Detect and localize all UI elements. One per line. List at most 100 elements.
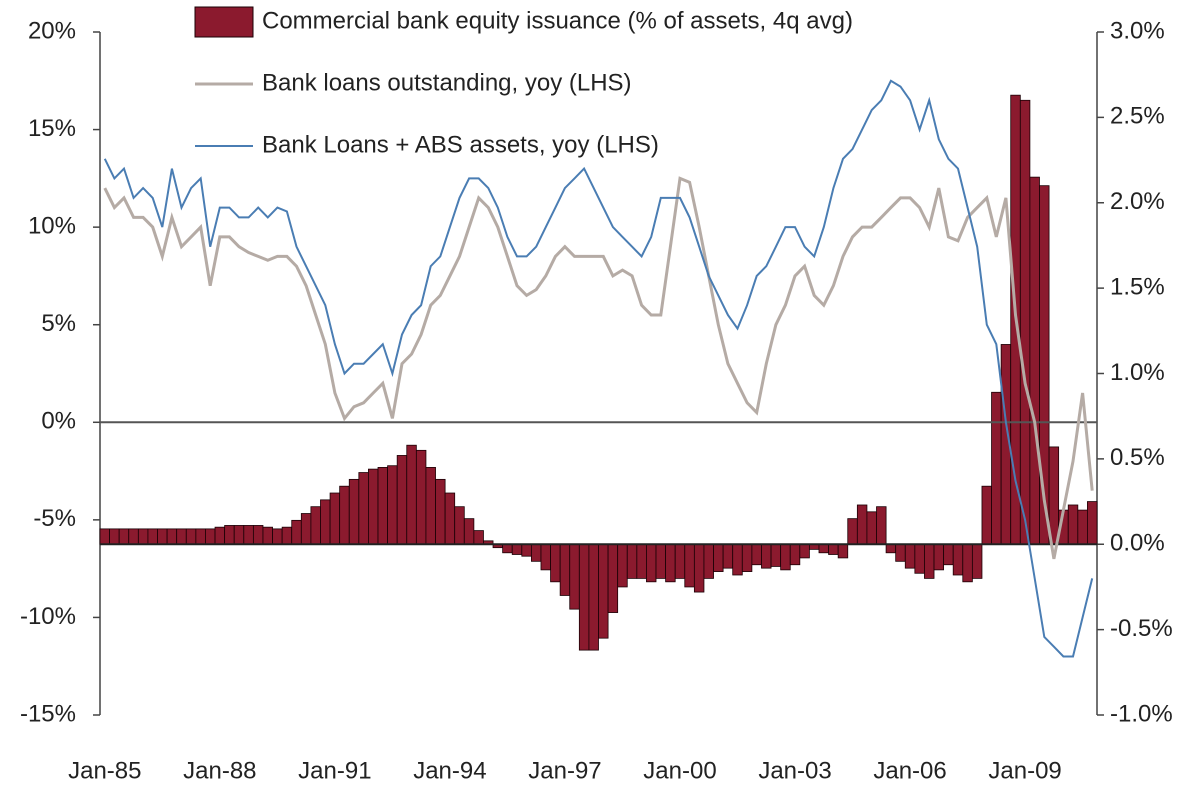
bar <box>1077 509 1088 545</box>
bar <box>463 518 475 545</box>
bar <box>530 543 542 562</box>
bar <box>550 543 561 583</box>
bar <box>444 492 456 545</box>
bar <box>607 543 619 613</box>
bar <box>310 506 321 545</box>
x-tick-label: Jan-91 <box>298 757 371 784</box>
y-tick-label: 15% <box>28 115 76 142</box>
bar <box>214 526 226 545</box>
bar <box>933 543 945 571</box>
bar <box>924 543 935 579</box>
x-tick-label: Jan-97 <box>528 757 601 784</box>
bar <box>751 543 762 566</box>
bar <box>109 528 120 545</box>
bar <box>147 528 158 545</box>
bar <box>713 543 724 572</box>
bar <box>128 528 139 545</box>
bar <box>818 543 829 554</box>
bar <box>799 543 810 559</box>
bar <box>1067 504 1079 545</box>
y2-tick-label: 1.0% <box>1110 359 1165 386</box>
bar <box>252 525 264 545</box>
bar <box>837 543 849 559</box>
y2-tick-label: 0.0% <box>1110 530 1165 557</box>
y2-tick-label: 3.0% <box>1110 17 1165 44</box>
bar <box>291 519 302 545</box>
bar <box>281 526 293 545</box>
bar <box>358 472 369 545</box>
x-tick-label: Jan-06 <box>873 757 946 784</box>
bar <box>655 543 667 579</box>
bar <box>914 543 925 574</box>
bar <box>1087 501 1098 545</box>
bar <box>176 528 187 545</box>
bar <box>981 485 992 545</box>
bar <box>578 543 590 651</box>
bar <box>272 528 283 545</box>
bar <box>195 528 206 545</box>
x-tick-label: Jan-94 <box>413 757 486 784</box>
bar <box>741 543 753 572</box>
bar <box>876 506 887 545</box>
bar <box>243 525 254 545</box>
bar <box>157 528 168 545</box>
bar <box>789 543 801 566</box>
bar <box>396 455 408 545</box>
y2-tick-label: -1.0% <box>1110 700 1173 727</box>
bar <box>320 499 331 545</box>
bar <box>511 543 523 555</box>
bar <box>828 543 839 555</box>
bar <box>540 543 551 571</box>
bar <box>262 526 273 545</box>
bar <box>224 525 235 545</box>
legend-label: Bank Loans + ABS assets, yoy (LHS) <box>262 131 659 158</box>
y-tick-label: 10% <box>28 212 76 239</box>
x-tick-label: Jan-09 <box>988 757 1061 784</box>
y-tick-label: 20% <box>28 17 76 44</box>
bar <box>185 528 197 545</box>
bar <box>1029 176 1040 545</box>
y2-tick-label: 2.0% <box>1110 188 1165 215</box>
bar <box>684 543 695 588</box>
bar <box>991 391 1002 545</box>
y2-tick-label: -0.5% <box>1110 615 1173 642</box>
bar <box>387 465 398 545</box>
y-tick-label: -5% <box>33 505 76 532</box>
bar <box>300 513 312 545</box>
bar <box>626 543 638 579</box>
bar <box>1019 99 1031 545</box>
bar <box>368 468 379 545</box>
bar <box>856 504 868 545</box>
bar <box>636 543 647 579</box>
bar <box>847 518 858 545</box>
y2-tick-label: 0.5% <box>1110 444 1165 471</box>
bar <box>770 543 782 567</box>
legend-label: Bank loans outstanding, yoy (LHS) <box>262 69 632 96</box>
bar <box>943 543 954 566</box>
bar <box>425 467 436 545</box>
bar <box>233 525 245 545</box>
y-tick-label: -15% <box>20 700 76 727</box>
bar <box>569 543 580 610</box>
bar <box>904 543 916 569</box>
x-tick-label: Jan-03 <box>758 757 831 784</box>
bar <box>435 478 446 545</box>
bar <box>406 444 417 545</box>
bar <box>722 543 734 569</box>
bar <box>454 506 465 545</box>
bar <box>693 543 705 593</box>
bar <box>521 543 532 557</box>
bar <box>588 543 599 651</box>
bar <box>348 478 360 545</box>
bar <box>761 543 772 569</box>
bar <box>674 543 686 579</box>
x-tick-label: Jan-85 <box>68 757 141 784</box>
bar <box>665 543 676 583</box>
y-tick-label: 0% <box>41 408 76 435</box>
bar <box>885 543 897 554</box>
bar <box>732 543 743 576</box>
bar <box>329 492 341 545</box>
bar <box>895 543 906 562</box>
bar <box>377 467 388 545</box>
